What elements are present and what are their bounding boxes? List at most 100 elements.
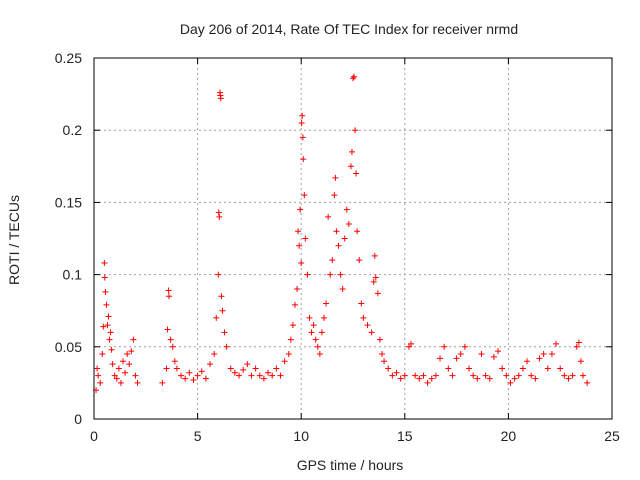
data-point (299, 134, 306, 141)
data-point (416, 375, 423, 382)
data-point (295, 228, 302, 235)
data-point (164, 326, 171, 333)
data-point (294, 286, 301, 293)
data-point (470, 372, 477, 379)
data-point (178, 372, 185, 379)
data-point (227, 365, 234, 372)
data-point (532, 375, 539, 382)
data-point (420, 372, 427, 379)
data-point (308, 329, 315, 336)
data-point (579, 372, 586, 379)
data-point (296, 242, 303, 249)
data-point (299, 112, 306, 119)
data-point (95, 372, 102, 379)
data-point (122, 369, 129, 376)
data-point (345, 221, 352, 228)
data-point (231, 369, 238, 376)
x-tick-label: 0 (90, 428, 98, 444)
data-point (194, 372, 201, 379)
data-point (159, 379, 166, 386)
x-tick-label: 20 (501, 428, 517, 444)
data-point (236, 372, 243, 379)
data-point (281, 358, 288, 365)
data-point (393, 369, 400, 376)
data-point (553, 340, 560, 347)
data-point (360, 314, 367, 321)
data-point (379, 351, 386, 358)
data-point (216, 213, 223, 220)
data-point (182, 375, 189, 382)
data-point (478, 351, 485, 358)
data-point (221, 329, 228, 336)
data-point (198, 368, 205, 375)
data-point (115, 365, 122, 372)
x-tick-label: 25 (604, 428, 620, 444)
data-point (511, 375, 518, 382)
data-point (287, 336, 294, 343)
data-point (113, 375, 120, 382)
data-point (461, 343, 468, 350)
data-points (93, 73, 591, 394)
data-point (104, 322, 111, 329)
data-point (474, 375, 481, 382)
data-point (370, 278, 377, 285)
data-point (217, 95, 224, 102)
data-point (186, 369, 193, 376)
data-point (524, 358, 531, 365)
data-point (486, 375, 493, 382)
data-point (130, 336, 137, 343)
data-point (389, 372, 396, 379)
data-point (134, 379, 141, 386)
data-point (449, 372, 456, 379)
data-point (507, 379, 514, 386)
data-point (202, 375, 209, 382)
data-point (108, 346, 115, 353)
data-point (256, 372, 263, 379)
data-point (211, 351, 218, 358)
data-point (99, 351, 106, 358)
data-point (575, 339, 582, 346)
data-point (412, 372, 419, 379)
data-point (333, 228, 340, 235)
data-point (269, 372, 276, 379)
data-point (240, 366, 247, 373)
data-point (320, 314, 327, 321)
data-point (285, 351, 292, 358)
data-point (364, 322, 371, 329)
data-point (577, 358, 584, 365)
grid-lines (94, 58, 612, 419)
data-point (584, 379, 591, 386)
data-point (248, 372, 255, 379)
data-point (347, 163, 354, 170)
data-point (372, 274, 379, 281)
data-point (351, 73, 358, 80)
data-point (381, 358, 388, 365)
data-point (374, 290, 381, 297)
data-point (101, 260, 108, 267)
data-point (277, 372, 284, 379)
data-point (335, 242, 342, 249)
data-point (329, 257, 336, 264)
data-point (215, 271, 222, 278)
data-point (302, 235, 309, 242)
data-point (300, 156, 307, 163)
y-tick-label: 0.2 (63, 122, 83, 138)
data-point (528, 372, 535, 379)
data-point (101, 274, 108, 281)
data-point (105, 313, 112, 320)
data-point (327, 271, 334, 278)
data-point (318, 329, 325, 336)
data-point (215, 209, 222, 216)
data-point (166, 293, 173, 300)
data-point (401, 372, 408, 379)
data-point (124, 351, 131, 358)
data-point (297, 206, 304, 213)
data-point (323, 300, 330, 307)
data-point (312, 336, 319, 343)
data-point (561, 372, 568, 379)
data-point (353, 170, 360, 177)
data-point (331, 192, 338, 199)
data-point (100, 323, 107, 330)
data-point (301, 192, 308, 199)
data-point (171, 358, 178, 365)
